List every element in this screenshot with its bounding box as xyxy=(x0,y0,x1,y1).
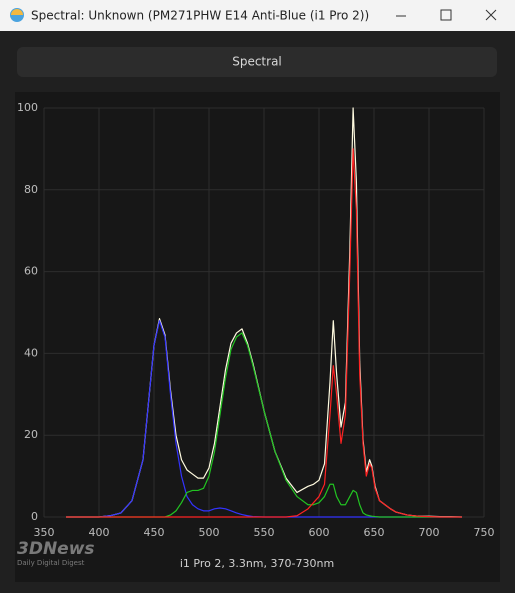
x-tick-label: 650 xyxy=(364,526,385,539)
spectrum-line xyxy=(66,148,462,518)
x-tick-label: 450 xyxy=(144,526,165,539)
plot: 0 20 40 60 80 100 350 400 450 500 550 600 650 700 750 xyxy=(17,101,495,539)
plot-panel xyxy=(15,92,500,582)
close-button[interactable] xyxy=(485,9,497,21)
x-tick-label: 700 xyxy=(419,526,440,539)
x-tick-label: 400 xyxy=(89,526,110,539)
button-label: Spectral xyxy=(232,55,282,69)
x-tick-label: 350 xyxy=(34,526,55,539)
x-tick-label: 500 xyxy=(199,526,220,539)
x-axis-label: i1 Pro 2, 3.3nm, 370-730nm xyxy=(180,557,334,570)
app-icon-part xyxy=(11,9,23,15)
watermark-tagline: Daily Digital Digest xyxy=(17,559,85,567)
x-tick-label: 550 xyxy=(254,526,275,539)
window-title: Spectral: Unknown (PM271PHW E14 Anti-Blu… xyxy=(31,9,369,23)
y-tick-label: 40 xyxy=(24,346,38,359)
spectral-button[interactable] xyxy=(17,47,497,77)
y-tick-label: 80 xyxy=(24,183,38,196)
title-bar xyxy=(0,0,515,31)
maximize-button[interactable] xyxy=(440,9,452,21)
y-tick-label: 0 xyxy=(31,510,38,523)
x-tick-label: 750 xyxy=(474,526,495,539)
watermark-logo: 3DNews xyxy=(17,539,95,559)
y-tick-label: 100 xyxy=(17,101,38,114)
x-tick-label: 600 xyxy=(309,526,330,539)
y-tick-label: 20 xyxy=(24,428,38,441)
y-tick-label: 60 xyxy=(24,265,38,278)
